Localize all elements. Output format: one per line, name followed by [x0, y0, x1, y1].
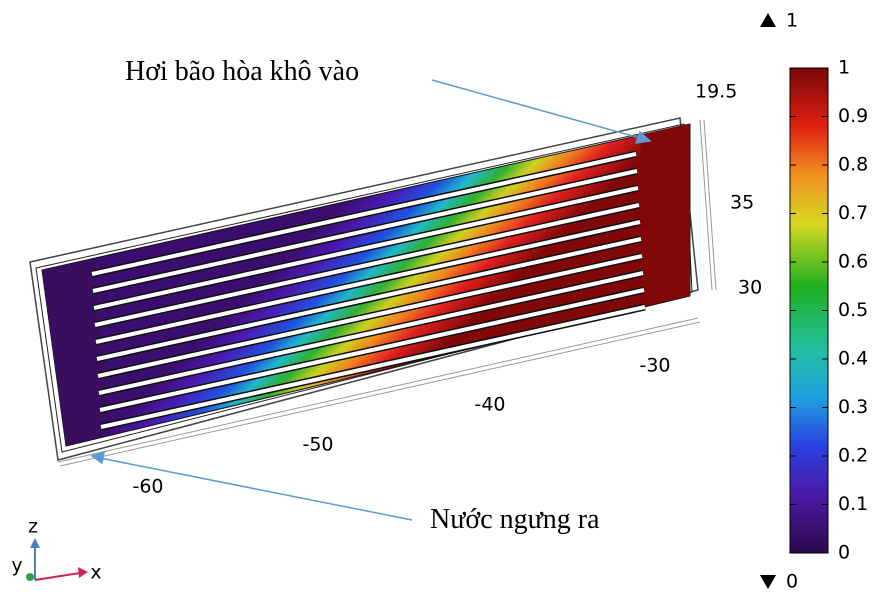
axis-label: z [28, 516, 38, 538]
model [30, 118, 716, 466]
colorbar-tick-label: 0.4 [838, 348, 868, 370]
y-tick-label: 35 [730, 192, 754, 214]
colorbar-tick-label: 0.2 [838, 445, 868, 467]
colorbar-tick-label: 0.6 [838, 251, 868, 273]
axis-label: y [11, 555, 22, 577]
colorbar: 1 0 0 0.1 0.2 0.3 0.4 0.5 0.6 0.7 0.8 0.9 1 [760, 10, 868, 592]
colorbar-tick-label: 0.9 [838, 105, 868, 127]
colorbar-tick-label: 0 [838, 542, 850, 564]
plot: Hơi bão hòa khô vào Nước ngưng ra -60 -5… [0, 0, 877, 592]
annotation: Hơi bão hòa khô vào [125, 56, 359, 87]
colorbar-min: 0 [786, 571, 798, 592]
x-tick-label: -60 [132, 476, 163, 498]
colorbar-max: 1 [786, 10, 798, 32]
annotation: Nước ngưng ra [430, 504, 600, 535]
axis-triad: z y x [11, 516, 101, 584]
x-tick-label: -40 [474, 394, 505, 416]
y-tick-label: 19.5 [695, 81, 737, 103]
x-tick-label: -30 [639, 355, 670, 377]
axis-label: x [90, 562, 101, 584]
x-tick-label: -50 [302, 434, 333, 456]
colorbar-tick-label: 0.3 [838, 396, 868, 418]
colorbar-tick-label: 0.1 [838, 493, 868, 515]
colorbar-tick-label: 0.7 [838, 202, 868, 224]
y-tick-label: 30 [738, 277, 762, 299]
colorbar-tick-label: 1 [838, 57, 850, 79]
colorbar-tick-label: 0.8 [838, 154, 868, 176]
colorbar-tick-label: 0.5 [838, 299, 868, 321]
